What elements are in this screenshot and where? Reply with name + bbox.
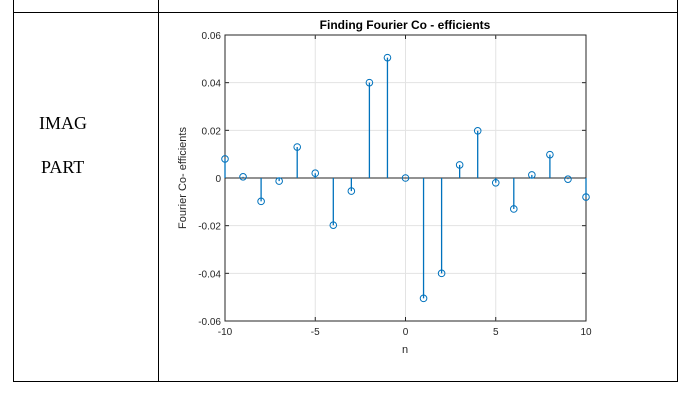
y-tick-label: -0.06: [198, 317, 221, 328]
stem-marker: [311, 169, 320, 178]
y-tick-label: 0.02: [202, 126, 222, 137]
y-tick-label: 0.04: [202, 79, 222, 90]
stem-marker: [564, 175, 572, 183]
stem-marker: [347, 187, 356, 195]
row-label-imag: IMAG: [39, 113, 87, 133]
stem-marker: [239, 173, 247, 181]
x-tick-label: 0: [403, 327, 409, 338]
y-tick-label: -0.04: [198, 269, 221, 280]
stem-marker: [221, 155, 229, 163]
stem-marker: [257, 197, 265, 206]
stem-marker: [510, 205, 518, 213]
y-axis-label: Fourier Co- efficients: [177, 127, 189, 229]
stem-marker: [401, 174, 410, 182]
stem-marker: [546, 150, 554, 159]
x-tick-label: 5: [493, 327, 499, 338]
stem-marker: [275, 177, 283, 185]
stem-marker: [582, 193, 590, 201]
x-tick-label: -5: [311, 327, 320, 338]
stem-marker: [528, 171, 536, 179]
stem-marker: [491, 178, 500, 187]
x-tick-label: -10: [218, 327, 233, 338]
x-tick-label: 10: [580, 327, 592, 338]
y-tick-label: -0.02: [198, 222, 221, 233]
stem-marker: [455, 161, 464, 169]
y-tick-label: 0.06: [202, 31, 222, 42]
x-axis-label: n: [402, 344, 408, 356]
stem-marker: [383, 53, 392, 62]
stem-marker: [473, 127, 482, 135]
stem-series: [221, 53, 590, 303]
stem-marker: [293, 143, 302, 151]
chart-title: Finding Fourier Co - efficients: [320, 18, 491, 32]
row-label-part: PART: [41, 157, 85, 177]
stem-marker: [419, 294, 428, 303]
stem-marker: [329, 221, 338, 229]
axes: [224, 34, 587, 322]
stem-marker: [437, 269, 446, 278]
tick-labels: -10 -5 0 5 10 0.06 0.04 0.02 0 -0.02 -0.04 -0.06: [198, 31, 592, 338]
stem-marker: [365, 78, 374, 87]
y-tick-label: 0: [215, 174, 221, 185]
